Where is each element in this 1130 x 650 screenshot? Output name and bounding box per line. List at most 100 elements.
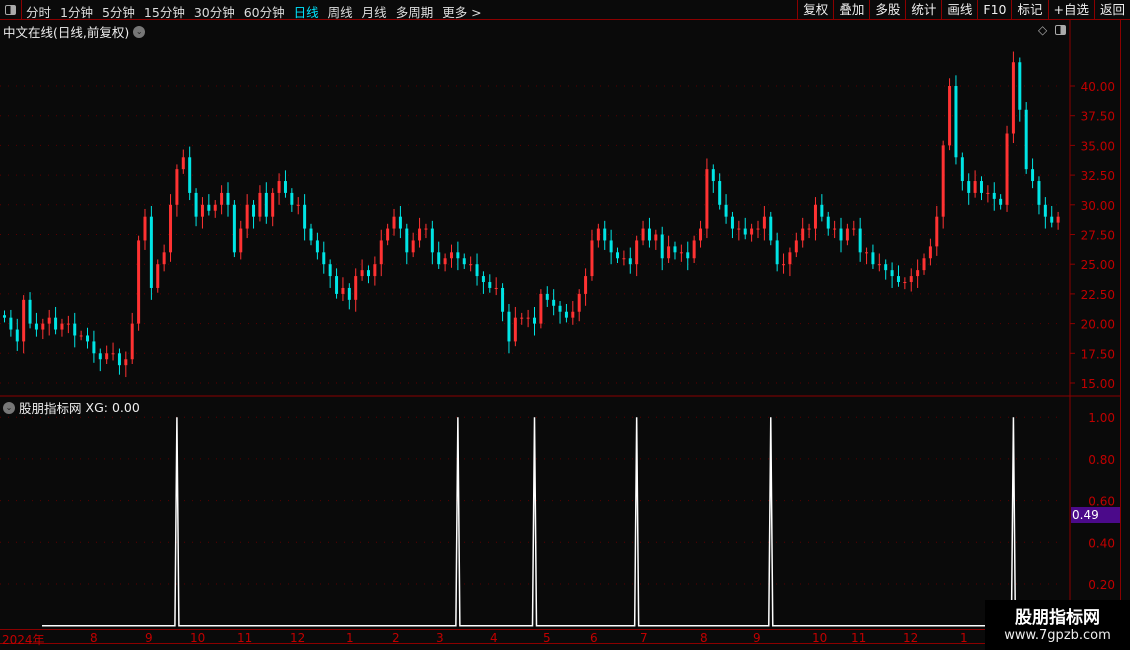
period-tab[interactable]: 更多 > (442, 5, 482, 20)
candle-body (564, 311, 568, 318)
chevron-down-icon[interactable]: ⌄ (3, 401, 15, 414)
tool-button[interactable]: 画线 (941, 0, 977, 20)
panel-toggle-icon[interactable] (1055, 25, 1067, 35)
watermark-url: www.7gpzb.com (1004, 628, 1111, 643)
indicator-tick-label: 0.40 (1088, 536, 1115, 550)
indicator-tick-label: 1.00 (1088, 411, 1115, 425)
price-tick-label: 22.50 (1081, 288, 1115, 302)
candle-body (967, 181, 971, 193)
candle-body (737, 228, 741, 230)
tool-button[interactable]: 复权 (797, 0, 833, 20)
candle-body (775, 240, 779, 265)
candle-body (571, 311, 575, 318)
candle-body (200, 204, 204, 217)
indicator-title: ⌄ 股朋指标网 XG: 0.00 (3, 398, 140, 417)
price-tick-label: 35.00 (1081, 139, 1115, 153)
watermark-name: 股朋指标网 (1015, 608, 1100, 628)
candle-body (309, 228, 313, 241)
period-tab[interactable]: 30分钟 (193, 5, 235, 20)
candle-body (935, 216, 939, 247)
period-tab[interactable]: 5分钟 (101, 5, 135, 20)
tool-button[interactable]: F10 (977, 0, 1011, 20)
period-tab[interactable]: 日线 (293, 5, 319, 20)
tool-button[interactable]: 叠加 (833, 0, 869, 20)
candle-body (137, 240, 141, 324)
period-tab[interactable]: 15分钟 (143, 5, 185, 20)
indicator-tick-label: 0.20 (1088, 578, 1115, 592)
candle-body (794, 240, 798, 253)
candle-body (743, 228, 747, 235)
candle-body (711, 169, 715, 182)
current-value-badge: 0.49 (1071, 507, 1120, 523)
candle-body (156, 264, 160, 288)
candle-body (41, 323, 45, 330)
candle-body (884, 264, 888, 271)
x-tick-label: 4 (490, 631, 498, 645)
candle-body (424, 228, 428, 230)
tool-button[interactable]: 返回 (1093, 0, 1130, 20)
candle-body (143, 216, 147, 241)
candle-body (922, 258, 926, 271)
tool-button[interactable]: 统计 (905, 0, 941, 20)
period-tab[interactable]: 分时 (26, 5, 52, 20)
candle-body (9, 317, 13, 330)
candle-body (335, 276, 339, 294)
candle-body (124, 359, 128, 366)
x-tick-label: 12 (903, 631, 919, 645)
candle-body (833, 228, 837, 230)
period-tab[interactable]: 周线 (327, 5, 353, 20)
candle-body (92, 341, 96, 354)
x-tick-label: 10 (190, 631, 206, 645)
candle-body (162, 252, 166, 265)
candle-body (858, 228, 862, 253)
x-tick-label: 5 (543, 631, 551, 645)
period-tab[interactable]: 1分钟 (60, 5, 93, 20)
candle-body (1018, 62, 1022, 110)
candle-body (86, 335, 90, 342)
candle-body (513, 317, 517, 342)
candle-body (245, 204, 249, 229)
candle-body (28, 299, 32, 324)
candle-body (960, 157, 964, 182)
candle-body (328, 264, 332, 277)
price-tick-label: 40.00 (1081, 80, 1115, 94)
candle-body (360, 270, 364, 277)
candle-body (979, 181, 983, 193)
period-tab[interactable]: 多周期 (395, 5, 434, 20)
chart-title: 中文在线(日线,前复权) ⌄ (3, 22, 146, 41)
panel-toggle-icon (5, 5, 16, 15)
tool-button[interactable]: 多股 (869, 0, 905, 20)
candle-body (699, 228, 703, 241)
period-tab[interactable]: 月线 (361, 5, 387, 20)
candle-body (430, 228, 434, 253)
candle-body (507, 311, 511, 342)
period-tab[interactable]: 60分钟 (243, 5, 285, 20)
candle-body (890, 270, 894, 277)
candle-body (283, 181, 287, 193)
candle-body (941, 145, 945, 217)
x-tick-label: 8 (700, 631, 708, 645)
candle-body (1056, 216, 1060, 223)
indicator-value: XG: 0.00 (85, 400, 140, 415)
chevron-down-icon[interactable]: ⌄ (133, 25, 146, 38)
indicator-tick-label: 0.60 (1088, 495, 1115, 509)
diamond-icon[interactable]: ◇ (1038, 23, 1048, 37)
candle-body (596, 228, 600, 241)
candle-body (896, 276, 900, 283)
stock-title: 中文在线(日线,前复权) (3, 25, 130, 40)
x-tick-label: 3 (436, 631, 444, 645)
candle-body (916, 270, 920, 277)
tool-button[interactable]: 标记 (1011, 0, 1047, 20)
candle-body (954, 86, 958, 158)
candle-body (405, 228, 409, 253)
candle-body (315, 240, 319, 253)
candle-body (590, 240, 594, 277)
candle-body (826, 216, 830, 229)
x-tick-label: 2024年 (2, 633, 45, 647)
main-chart-icons: ◇ (1038, 23, 1067, 37)
sidebar-toggle-button[interactable] (0, 0, 22, 20)
candle-body (290, 192, 294, 205)
tool-button[interactable]: +自选 (1047, 0, 1094, 20)
indicator-name: 股朋指标网 (19, 401, 82, 416)
